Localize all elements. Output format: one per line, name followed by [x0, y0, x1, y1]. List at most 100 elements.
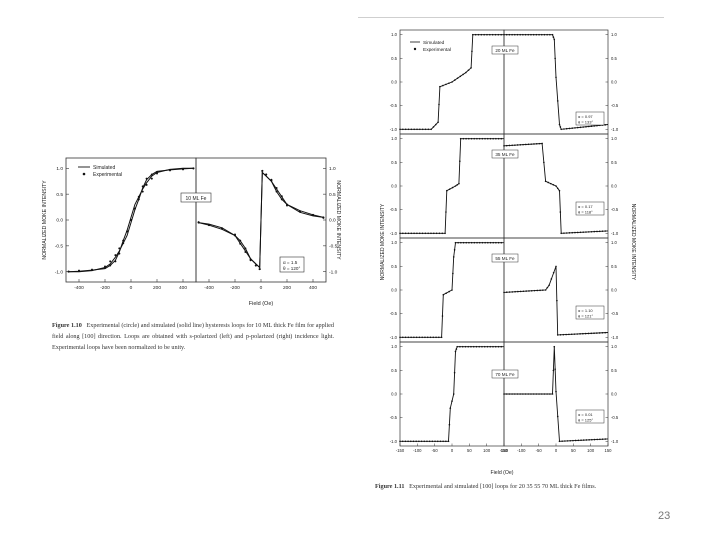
y-tick-label: -1.0 [611, 439, 619, 444]
experimental-point [435, 336, 437, 339]
experimental-point [208, 224, 210, 227]
experimental-point [145, 183, 148, 186]
experimental-point [270, 179, 273, 182]
experimental-point [459, 137, 462, 140]
experimental-point [435, 123, 437, 126]
figure-1-10-caption: Figure 1.10 Experimental (circle) and si… [52, 320, 334, 353]
experimental-point [421, 128, 424, 131]
experimental-point [459, 160, 461, 162]
y-tick-label: 0.0 [611, 80, 617, 85]
x-tick-label: 0 [451, 448, 454, 453]
experimental-point [480, 33, 483, 36]
experimental-point [410, 232, 413, 235]
experimental-point [483, 345, 486, 348]
fig111-thickness-box [491, 253, 519, 263]
experimental-point [322, 216, 325, 219]
experimental-point [114, 260, 117, 263]
experimental-point [495, 137, 497, 140]
experimental-point [454, 241, 457, 244]
experimental-point [494, 33, 497, 36]
experimental-point [489, 137, 492, 140]
experimental-point [492, 241, 495, 244]
experimental-point [556, 334, 559, 336]
fig110-right-ylabel: NORMALIZED MOKE INTENSITY [335, 180, 341, 260]
fig111-angle-box [575, 201, 605, 216]
experimental-point [462, 241, 465, 244]
y-tick-label: -1.0 [611, 127, 619, 132]
experimental-point [137, 198, 140, 201]
experimental-point [432, 126, 435, 128]
x-tick-label: -150 [396, 448, 405, 453]
y-tick-label: -0.5 [611, 311, 619, 316]
y-tick-label: 0.0 [391, 184, 397, 189]
y-tick-label: -0.5 [390, 415, 398, 420]
experimental-point [574, 231, 576, 234]
experimental-point [533, 143, 535, 145]
experimental-point [445, 440, 447, 443]
experimental-point [553, 345, 556, 348]
experimental-point [604, 438, 607, 440]
experimental-point [420, 440, 423, 443]
fig111-angle-box [575, 409, 605, 424]
experimental-point [449, 407, 452, 409]
experimental-point [150, 173, 153, 176]
experimental-point [197, 221, 200, 224]
fig111-angle-box [575, 111, 605, 126]
experimental-point [91, 268, 93, 271]
experimental-point [511, 33, 513, 36]
experimental-point [552, 271, 555, 274]
experimental-point [410, 128, 413, 131]
experimental-point [234, 233, 236, 236]
experimental-point [465, 71, 467, 74]
experimental-point [402, 128, 404, 131]
experimental-point [527, 393, 530, 395]
experimental-point [508, 144, 511, 147]
experimental-point [430, 232, 432, 235]
experimental-point [497, 33, 500, 36]
simulated-series-line [400, 138, 504, 234]
experimental-point [555, 185, 557, 187]
experimental-point [254, 264, 257, 267]
experimental-point [478, 241, 481, 244]
experimental-point [487, 241, 489, 244]
experimental-point [446, 189, 448, 192]
experimental-point [495, 241, 497, 244]
experimental-point [454, 185, 457, 187]
fig110-legend-experimental: Experimental [93, 172, 122, 178]
figure-1-11-caption: Figure 1.11 Experimental and simulated [… [375, 482, 635, 491]
x-tick-label: -400 [204, 285, 214, 291]
experimental-point [404, 440, 407, 443]
experimental-point [442, 84, 444, 87]
fig110-right-plot: -400 -200 0 200 400 -1.0 -0.5 0.0 0.5 1.0 [197, 166, 338, 291]
experimental-point [452, 256, 455, 258]
fig111-angle-theta: θ = 133° [578, 120, 593, 125]
experimental-point [548, 284, 550, 287]
experimental-point [104, 265, 106, 268]
experimental-point [430, 128, 432, 131]
y-tick-label: -1.0 [390, 439, 398, 444]
experimental-point [587, 231, 590, 233]
experimental-point [407, 336, 410, 339]
fig110-legend-simulated: Simulated [93, 165, 115, 171]
experimental-point [451, 289, 453, 291]
fig111-thickness-label: 55 ML Fe [495, 256, 515, 261]
experimental-point [402, 232, 404, 235]
experimental-point [559, 333, 562, 336]
y-tick-label: 1.0 [56, 166, 63, 172]
experimental-point [500, 137, 503, 140]
experimental-point [552, 36, 555, 38]
experimental-point [473, 241, 476, 244]
experimental-point [489, 241, 492, 244]
experimental-point [508, 393, 511, 395]
experimental-point [568, 127, 571, 130]
experimental-point [472, 33, 474, 36]
experimental-point [261, 169, 264, 172]
experimental-point [451, 186, 454, 189]
experimental-point [593, 125, 596, 127]
fig111-legend-experimental: Experimental [423, 47, 451, 53]
experimental-point [576, 333, 579, 335]
experimental-point [429, 336, 432, 339]
experimental-point [435, 232, 438, 235]
experimental-point [558, 189, 561, 192]
fig110-left-plot: -400 -200 0 200 400 -1.0 -0.5 0.0 0.5 1.0 [55, 166, 195, 291]
